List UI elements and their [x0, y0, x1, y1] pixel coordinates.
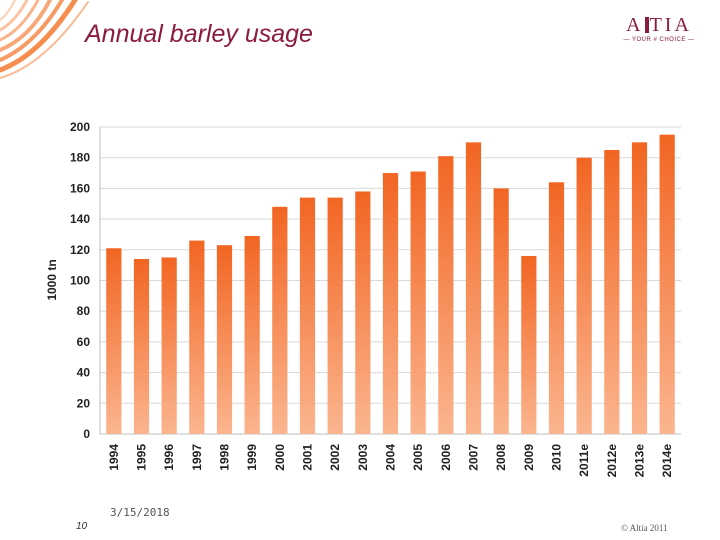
- y-tick-label: 160: [70, 181, 90, 195]
- y-tick-label: 100: [70, 274, 90, 288]
- bar-2009: [521, 255, 537, 434]
- y-axis-ticks: 0 20 40 60 80 100 120 140 160 180 200: [70, 120, 90, 441]
- bar-2006: [438, 156, 454, 435]
- bar-2007: [465, 142, 482, 434]
- slide-title: Annual barley usage: [85, 20, 313, 48]
- logo-tagline: — YOUR # CHOICE —: [623, 37, 695, 43]
- x-tick-label: 2008: [494, 444, 508, 471]
- bar-1996: [161, 257, 177, 434]
- x-tick-label: 1995: [135, 444, 149, 471]
- page-number: 10: [76, 521, 88, 532]
- x-tick-label: 1998: [218, 444, 232, 471]
- bar-2000: [272, 206, 288, 434]
- bar-2010: [548, 182, 565, 434]
- y-tick-label: 40: [77, 366, 91, 380]
- x-tick-label: 2006: [439, 444, 453, 471]
- x-tick-label: 2014e: [660, 444, 674, 478]
- y-axis-label: 1000 tn: [45, 259, 59, 300]
- y-tick-label: 180: [70, 151, 90, 165]
- footer-date: 3/15/2018: [110, 506, 170, 519]
- logo-word: A TIA: [626, 14, 692, 36]
- x-axis-ticks: 1994 1995 1996 1997 1998 1999 2000 2001 2002 2003…: [107, 444, 674, 478]
- x-tick-label: 2009: [522, 444, 536, 471]
- y-tick-label: 80: [77, 304, 91, 318]
- y-tick-label: 120: [70, 243, 90, 257]
- y-tick-label: 20: [77, 396, 91, 410]
- x-tick-label: 1996: [162, 444, 176, 471]
- y-tick-label: 0: [83, 427, 90, 441]
- x-tick-label: 2005: [411, 444, 425, 471]
- bar-2011e: [576, 157, 592, 434]
- altia-logo: A TIA — YOUR # CHOICE —: [618, 14, 700, 44]
- x-tick-label: 1999: [245, 444, 259, 471]
- bar-2005: [410, 171, 426, 434]
- bar-2003: [355, 191, 371, 434]
- bar-1995: [133, 259, 150, 434]
- bar-1998: [216, 245, 233, 434]
- bar-2002: [327, 197, 343, 434]
- bars: [106, 134, 675, 435]
- bar-1997: [189, 240, 205, 434]
- bar-2004: [382, 173, 399, 435]
- bar-2013e: [631, 142, 648, 434]
- bar-2008: [493, 188, 509, 434]
- corner-decoration: [0, 0, 89, 79]
- x-tick-label: 2003: [356, 444, 370, 471]
- x-tick-label: 1997: [190, 444, 204, 471]
- bar-2014e: [659, 134, 675, 435]
- y-tick-label: 60: [77, 335, 91, 349]
- bar-1999: [244, 235, 260, 434]
- x-tick-label: 2013e: [633, 444, 647, 478]
- copyright-notice: © Altia 2011: [621, 523, 668, 533]
- x-tick-label: 1994: [107, 444, 121, 471]
- x-tick-label: 2000: [273, 444, 287, 471]
- bar-2001: [299, 197, 316, 434]
- bar-2012e: [604, 150, 620, 434]
- y-tick-label: 140: [70, 212, 90, 226]
- x-tick-label: 2004: [384, 444, 398, 471]
- x-tick-label: 2002: [328, 444, 342, 471]
- x-tick-label: 2011e: [577, 444, 591, 477]
- x-tick-label: 2007: [467, 444, 481, 471]
- x-tick-label: 2012e: [605, 444, 619, 478]
- bar-1994: [106, 248, 122, 434]
- y-tick-label: 200: [70, 120, 90, 134]
- x-tick-label: 2010: [550, 444, 564, 471]
- x-tick-label: 2001: [301, 444, 315, 471]
